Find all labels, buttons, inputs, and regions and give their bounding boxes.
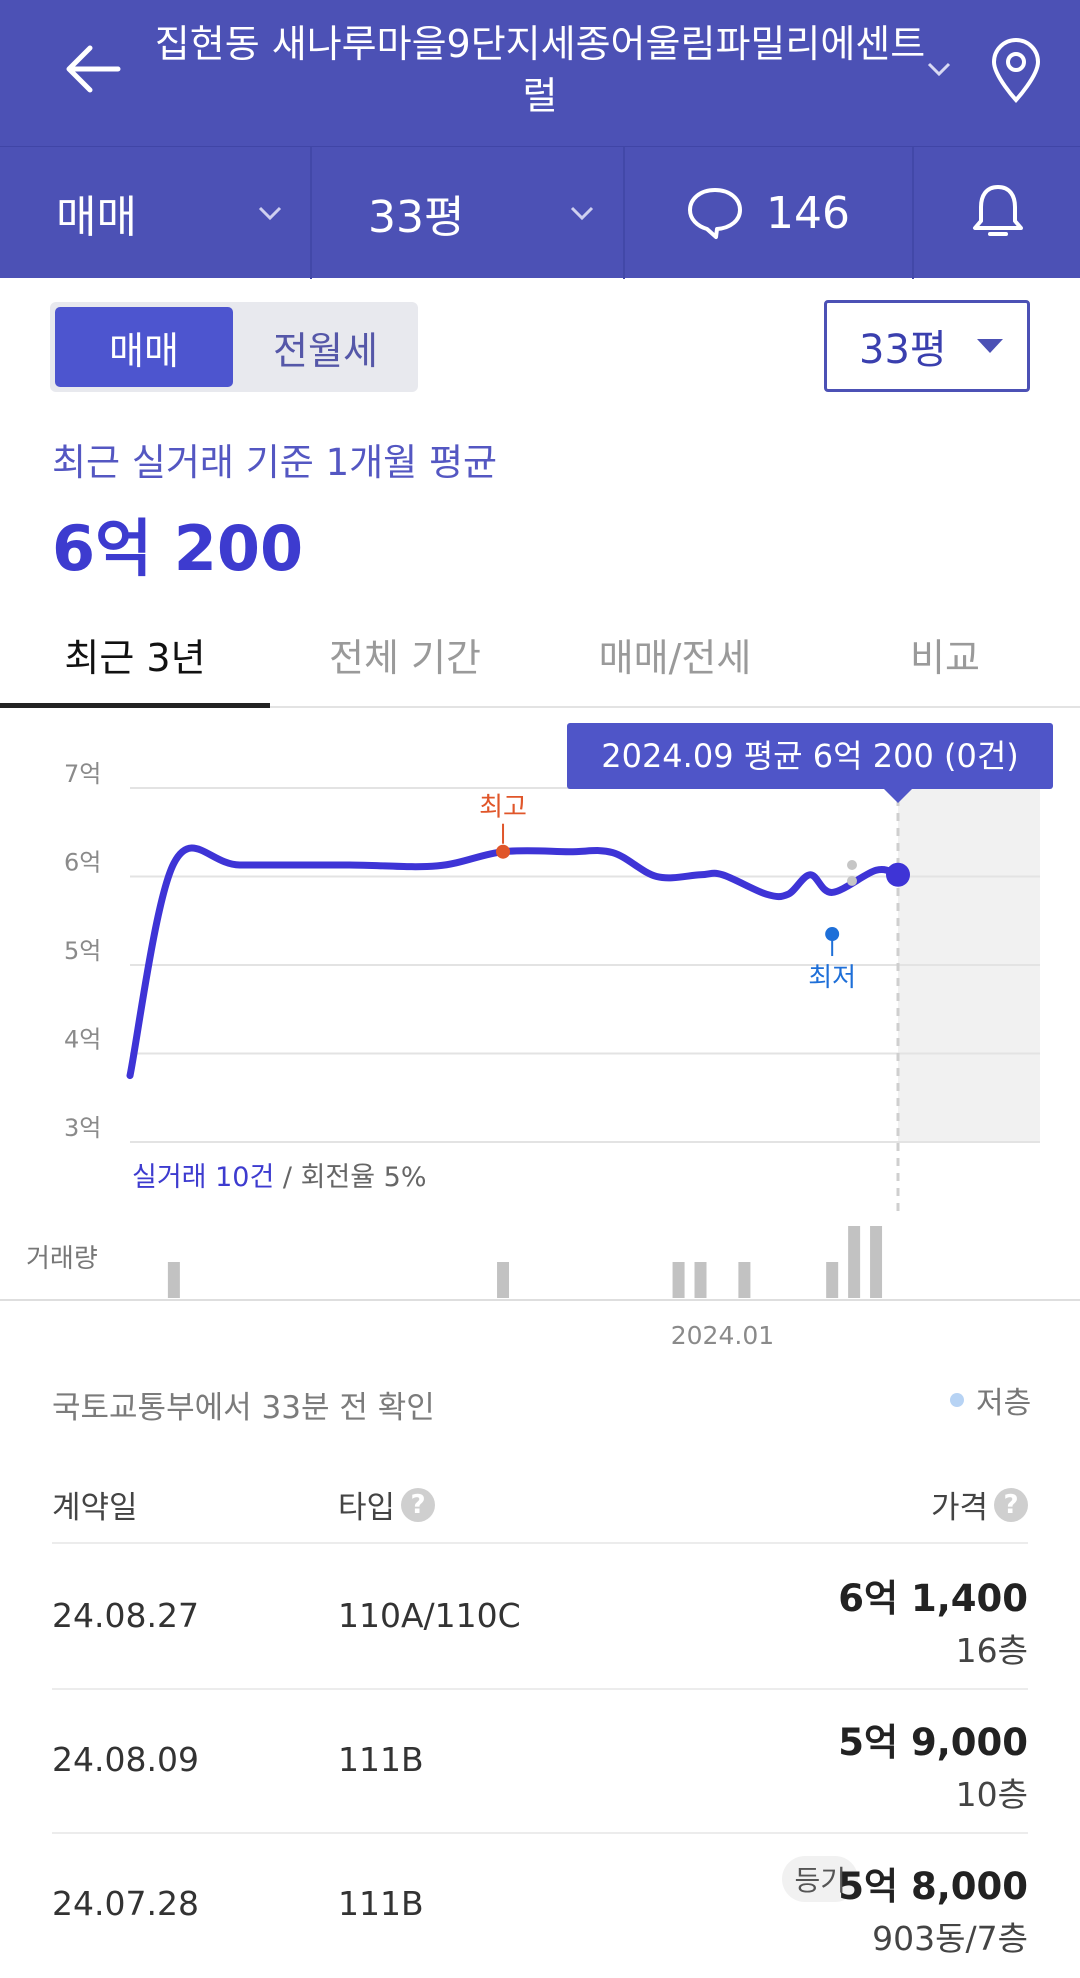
trade-stats: 실거래 10건 / 회전율 5% [132, 1162, 427, 1193]
row-floor: 16층 [955, 1631, 1028, 1670]
row-floor: 10층 [955, 1775, 1028, 1814]
tooltip-box [567, 723, 1053, 789]
pyeong-select[interactable]: 33평 [824, 300, 1030, 392]
row-price: 5억 8,000 [838, 1865, 1028, 1908]
back-arrow-icon[interactable] [62, 38, 124, 100]
header-price-label: 가격 [930, 1490, 988, 1526]
chevron-down-icon[interactable] [924, 54, 954, 84]
period-tabs: 최근 3년 전체 기간 매매/전세 비교 [0, 600, 1080, 708]
divider [912, 147, 914, 279]
tab-sale-jeonse[interactable]: 매매/전세 [598, 635, 752, 680]
row-price: 6억 1,400 [838, 1577, 1028, 1620]
trade-count: 실거래 10건 [132, 1162, 283, 1193]
table-header: 계약일 타입 ? 가격 ? [52, 1464, 1028, 1544]
row-price: 5억 9,000 [838, 1721, 1028, 1764]
tab-recent-3y[interactable]: 최근 3년 [64, 635, 206, 680]
average-label: 최근 실거래 기준 1개월 평균 [52, 441, 498, 484]
chevron-down-icon [570, 206, 594, 221]
row-date: 24.07.28 [52, 1884, 199, 1923]
x-tick-label: 2024.01 [671, 1321, 774, 1350]
y-tick-label: 4억 [64, 1026, 101, 1054]
table-row[interactable]: 24.07.28 111B 등기 5억 8,000 903동/7층 [52, 1834, 1028, 1978]
table-row[interactable]: 24.08.27 110A/110C 6억 1,400 16층 [52, 1546, 1028, 1690]
deal-type-segmented-control: 매매 전월세 [50, 302, 418, 392]
legend-low-floor: 저층 [950, 1378, 1031, 1422]
volume-bar [167, 1262, 180, 1298]
active-tab-indicator [0, 703, 270, 708]
tooltip-text: 2024.09 평균 6억 200 (0건) [601, 737, 1019, 775]
segment-rent[interactable]: 전월세 [273, 328, 378, 373]
turnover-rate: / 회전율 5% [283, 1162, 427, 1193]
help-icon[interactable]: ? [401, 1487, 436, 1522]
row-date: 24.08.09 [52, 1740, 199, 1779]
comments-button[interactable]: 146 [686, 147, 906, 279]
current-point [886, 862, 910, 887]
low-floor-dot [950, 1393, 964, 1407]
tooltip-pointer [884, 789, 912, 803]
volume-bar [738, 1262, 751, 1298]
help-icon[interactable]: ? [994, 1487, 1028, 1522]
low-floor-marker [847, 859, 857, 870]
max-point [496, 844, 511, 859]
volume-bar [870, 1226, 883, 1298]
deal-type-label: 매매 [56, 192, 137, 243]
row-floor: 903동/7층 [872, 1919, 1028, 1958]
volume-bar [672, 1262, 685, 1298]
volume-bar [848, 1226, 861, 1298]
volume-bar [826, 1262, 839, 1298]
registered-badge: 등기 [782, 1856, 858, 1902]
deal-type-dropdown[interactable]: 매매 [56, 147, 286, 279]
caret-down-icon [977, 339, 1003, 353]
chevron-down-icon [258, 206, 282, 221]
row-date: 24.08.27 [52, 1596, 199, 1635]
tab-compare[interactable]: 비교 [910, 635, 980, 680]
header-type-label: 타입 [338, 1490, 396, 1526]
row-type: 111B [338, 1884, 424, 1923]
tab-all-period[interactable]: 전체 기간 [329, 635, 481, 680]
speech-bubble-icon [688, 188, 742, 239]
segment-sale[interactable]: 매매 [55, 307, 233, 387]
volume-bar [694, 1262, 707, 1298]
y-tick-label: 3억 [64, 1114, 101, 1142]
volume-label: 거래량 [26, 1244, 98, 1274]
header-type: 타입 ? [338, 1482, 436, 1527]
pyeong-select-value: 33평 [859, 327, 947, 373]
size-label: 33평 [368, 192, 465, 243]
price-line [126, 844, 902, 1080]
header-price: 가격 ? [931, 1482, 1028, 1527]
y-tick-label: 6억 [64, 849, 101, 877]
table-row[interactable]: 24.08.09 111B 5억 9,000 10층 [52, 1690, 1028, 1834]
y-tick-label: 5억 [64, 937, 101, 965]
comment-count: 146 [766, 187, 850, 239]
low-floor-marker [847, 875, 857, 886]
top-app-bar: 집현동 새나루마을9단지세종어울림파밀리에센트럴 [0, 0, 1080, 146]
min-label: 최저 [808, 963, 856, 993]
average-price: 6억 200 [52, 512, 304, 585]
source-note: 국토교통부에서 33분 전 확인 [52, 1390, 435, 1426]
filter-bar: 매매 33평 146 [0, 146, 1080, 279]
size-dropdown[interactable]: 33평 [368, 147, 598, 279]
divider [623, 147, 625, 279]
complex-title[interactable]: 집현동 새나루마을9단지세종어울림파밀리에센트럴 [154, 22, 926, 118]
location-pin-icon[interactable] [990, 38, 1042, 104]
legend-label: 저층 [976, 1386, 1032, 1421]
bell-icon[interactable] [970, 181, 1026, 243]
header-date: 계약일 [52, 1490, 138, 1526]
row-type: 111B [338, 1740, 424, 1779]
divider [310, 147, 312, 279]
volume-bar [497, 1262, 510, 1298]
max-label: 최고 [479, 793, 527, 823]
y-tick-label: 7억 [64, 760, 101, 788]
row-type: 110A/110C [338, 1596, 521, 1635]
